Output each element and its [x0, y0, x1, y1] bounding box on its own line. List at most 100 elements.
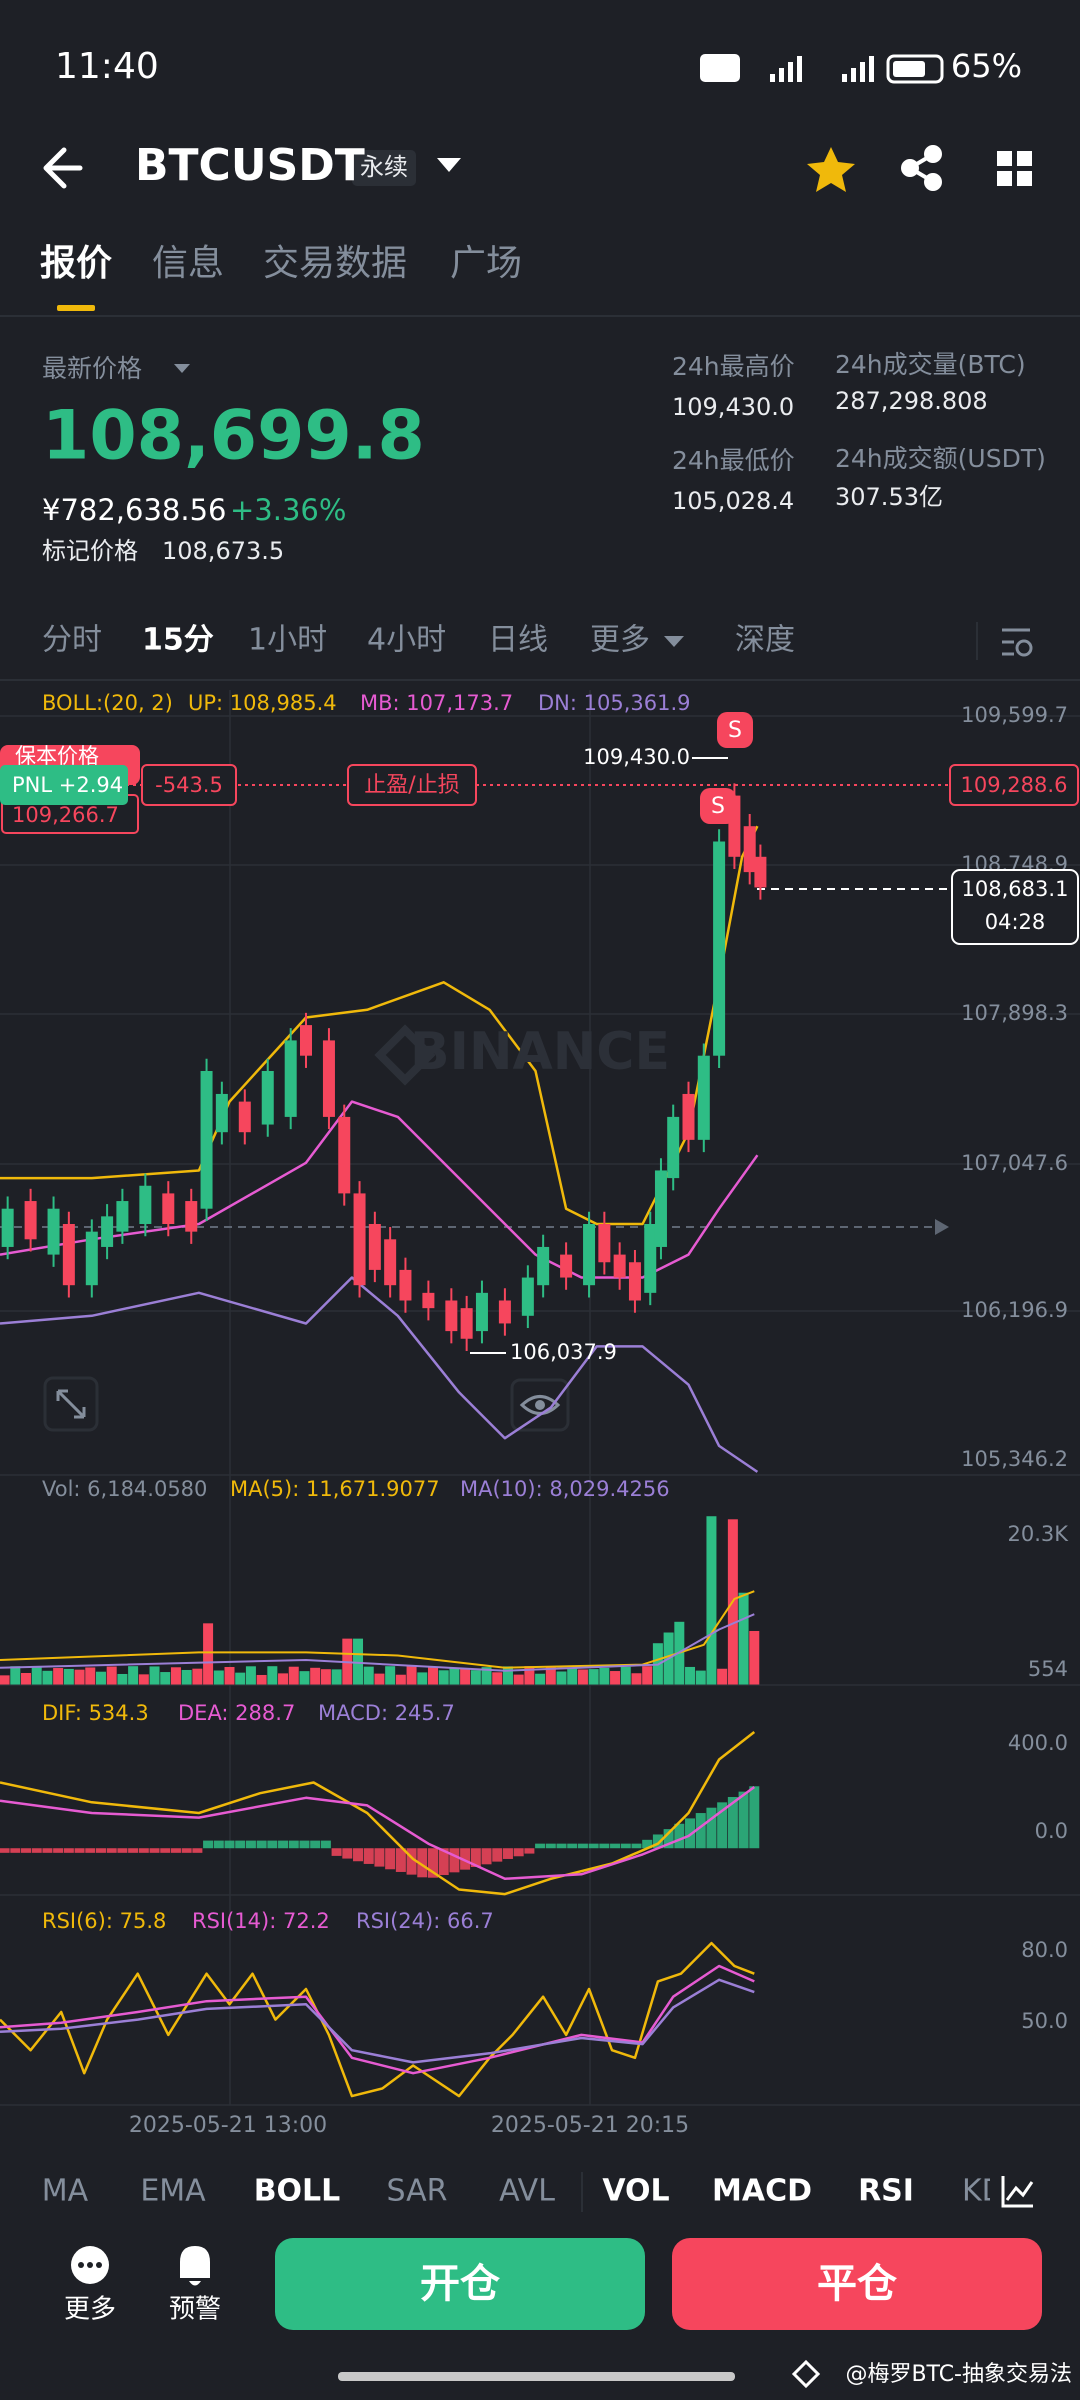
- macd-value: MACD: 245.7: [318, 1701, 455, 1725]
- macd-bar: [224, 1840, 235, 1849]
- candle-body: [399, 1269, 412, 1301]
- price-dropdown[interactable]: [174, 364, 190, 373]
- reference-arrow: [935, 1219, 949, 1235]
- open-label[interactable]: 开仓: [420, 2261, 501, 2307]
- chart-settings[interactable]: [1002, 628, 1033, 657]
- tab[interactable]: 广场: [450, 243, 522, 284]
- interval[interactable]: 分时: [42, 623, 102, 658]
- indicator[interactable]: AVL: [499, 2174, 555, 2209]
- candle-body: [560, 1254, 573, 1278]
- tp-sl-button[interactable]: [347, 764, 477, 806]
- settings-circle: [1015, 639, 1033, 657]
- indicator[interactable]: MACD: [712, 2174, 812, 2209]
- volume-bar: [0, 1675, 10, 1685]
- boll-dn: DN: 105,361.9: [538, 691, 691, 715]
- current-price-box: [951, 869, 1079, 945]
- volume-bar: [438, 1670, 449, 1685]
- macd-bar: [738, 1791, 749, 1849]
- candle-body: [521, 1277, 534, 1316]
- candle-body: [445, 1300, 458, 1332]
- tab[interactable]: 报价: [40, 243, 112, 284]
- interval[interactable]: 1小时: [248, 623, 327, 658]
- candle-body: [654, 1170, 667, 1247]
- interval[interactable]: 深度: [735, 623, 795, 658]
- macd-bar: [535, 1843, 546, 1849]
- macd-axis-label: 0.0: [1035, 1819, 1068, 1843]
- tp-sl-amount-box: [141, 764, 237, 806]
- interval[interactable]: 更多: [590, 623, 650, 658]
- signal-marker[interactable]: [717, 712, 753, 748]
- macd-bar: [577, 1843, 588, 1849]
- interval[interactable]: 4小时: [367, 623, 446, 658]
- indicator[interactable]: BOLL: [254, 2174, 341, 2209]
- tab[interactable]: 信息: [152, 243, 224, 284]
- candle-body: [322, 1040, 335, 1117]
- macd-bar: [10, 1848, 21, 1853]
- grid-cell: [1017, 151, 1032, 166]
- macd-dea-value: DEA: 288.7: [178, 1701, 295, 1725]
- eye-button[interactable]: [510, 1378, 570, 1432]
- volume-bar: [706, 1516, 717, 1685]
- pnl[interactable]: PNL +2.94: [12, 773, 123, 797]
- pnl-tag[interactable]: [0, 765, 128, 805]
- volume-ma10-value: MA(10): 8,029.4256: [460, 1477, 670, 1501]
- macd-bar: [278, 1840, 289, 1849]
- interval[interactable]: 日线: [488, 623, 548, 658]
- tp-sl-button[interactable]: 止盈/止损: [364, 773, 459, 798]
- breakeven-label[interactable]: 保本价格: [15, 744, 99, 768]
- volume-bar: [470, 1670, 481, 1685]
- more-label[interactable]: 更多: [64, 2295, 116, 2325]
- symbol-title[interactable]: BTCUSDT: [135, 140, 365, 191]
- volume-bar: [417, 1672, 428, 1685]
- macd-bar: [717, 1802, 728, 1849]
- tab[interactable]: 交易数据: [263, 243, 407, 284]
- macd-bar: [674, 1823, 685, 1849]
- candle-body: [300, 1025, 312, 1056]
- candle-body: [238, 1101, 251, 1133]
- more-dropdown[interactable]: [664, 636, 684, 647]
- volume-bar: [21, 1673, 32, 1685]
- signal-marker[interactable]: [700, 788, 736, 824]
- alert-icon[interactable]: [180, 2246, 210, 2286]
- candle-body: [62, 1224, 75, 1286]
- close-button[interactable]: [672, 2238, 1042, 2330]
- macd-bar: [727, 1796, 738, 1849]
- candle-body: [353, 1193, 366, 1286]
- candle-body: [162, 1193, 175, 1224]
- more-dot: [87, 2262, 93, 2268]
- breakeven-price: 109,266.7: [12, 803, 119, 827]
- indicator-edge: [990, 2160, 1080, 2224]
- indicator[interactable]: EMA: [140, 2174, 206, 2209]
- back-button[interactable]: [43, 147, 83, 189]
- macd-dea: [0, 1785, 756, 1881]
- share-button[interactable]: [901, 145, 942, 191]
- latest-price-label: 最新价格: [42, 354, 142, 383]
- indicator[interactable]: SAR: [387, 2174, 448, 2209]
- indicator[interactable]: RSI: [858, 2174, 914, 2209]
- macd-bar: [149, 1848, 160, 1853]
- volume-bar: [588, 1669, 599, 1685]
- boll-params: BOLL:(20, 2): [42, 691, 173, 715]
- indicator-settings[interactable]: [1001, 2176, 1034, 2208]
- volume-bar: [203, 1623, 214, 1685]
- more-dot: [96, 2262, 102, 2268]
- boll-up: UP: 108,985.4: [188, 691, 337, 715]
- signal-bar: [842, 74, 847, 82]
- indicator[interactable]: VOL: [602, 2174, 669, 2209]
- expand-button[interactable]: [43, 1376, 99, 1432]
- alert-label[interactable]: 预警: [169, 2295, 221, 2325]
- macd-bar: [438, 1848, 449, 1876]
- macd-bar: [567, 1843, 578, 1849]
- symbol-dropdown[interactable]: [437, 158, 461, 172]
- grid-menu[interactable]: [997, 151, 1032, 186]
- favorite-star[interactable]: [807, 147, 855, 192]
- open-button[interactable]: [275, 2238, 645, 2330]
- indicator[interactable]: MA: [42, 2174, 89, 2209]
- interval[interactable]: 15分: [142, 623, 214, 658]
- macd-dif: [0, 1731, 756, 1896]
- latest-price: 108,699.8: [42, 397, 425, 476]
- close-label[interactable]: 平仓: [817, 2261, 898, 2307]
- volume-bar: [492, 1672, 503, 1685]
- macd-bar: [299, 1840, 310, 1849]
- candle-body: [537, 1246, 550, 1286]
